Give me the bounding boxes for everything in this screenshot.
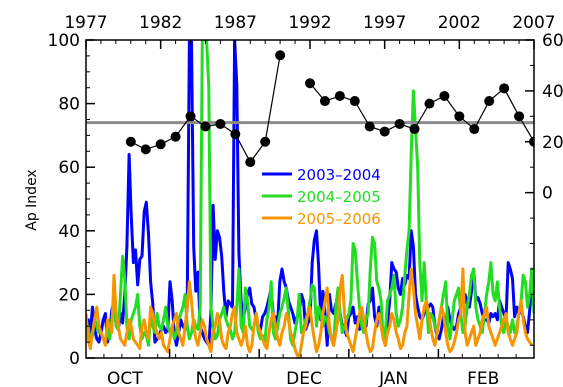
annual-overlay-point-1987 <box>230 129 241 140</box>
right-tick-label-0: 0 <box>542 184 553 204</box>
annual-overlay-line-1 <box>130 115 266 164</box>
month-label-nov: NOV <box>196 369 234 387</box>
series-line-2 <box>86 40 534 347</box>
top-tick-label-2002: 2002 <box>438 13 481 33</box>
top-tick-label-1992: 1992 <box>288 13 331 33</box>
right-tick-label-60: 60 <box>542 31 563 51</box>
annual-overlay-point-1990 <box>275 50 286 61</box>
annual-overlay-point-1983 <box>170 131 181 142</box>
y-tick-label-80: 80 <box>58 95 80 115</box>
annual-overlay-point-1988 <box>245 157 256 168</box>
right-tick-label-20: 20 <box>542 133 563 153</box>
month-label-oct: OCT <box>107 369 143 387</box>
annual-overlay-point-1980 <box>125 136 136 147</box>
annual-overlay-point-2001 <box>439 90 450 101</box>
series-line-3 <box>86 267 534 358</box>
annual-overlay-point-1999 <box>409 124 420 135</box>
annual-overlay-point-1996 <box>364 121 375 132</box>
annual-overlay-point-1992 <box>305 78 315 89</box>
annual-overlay-point-2004 <box>484 96 495 107</box>
y-tick-label-40: 40 <box>58 222 80 242</box>
annual-overlay-point-1994 <box>334 90 345 101</box>
month-label-dec: DEC <box>286 369 322 387</box>
month-label-feb: FEB <box>467 369 499 387</box>
annual-overlay-point-1984 <box>185 111 196 122</box>
top-tick-label-2007: 2007 <box>512 13 555 33</box>
annual-overlay-point-2003 <box>469 124 480 135</box>
annual-overlay-point-1997 <box>379 126 390 137</box>
y-tick-label-60: 60 <box>58 158 80 178</box>
legend-background <box>258 160 406 222</box>
right-tick-label-40: 40 <box>542 82 563 102</box>
month-label-jan: JAN <box>378 369 408 387</box>
annual-overlay-point-2000 <box>424 98 435 109</box>
y-tick-label-100: 100 <box>48 31 80 51</box>
annual-overlay-point-2002 <box>454 111 465 122</box>
annual-overlay-point-2005 <box>499 83 510 94</box>
y-tick-label-20: 20 <box>58 285 80 305</box>
legend-label-2: 2004–2005 <box>297 188 381 206</box>
annual-overlay-line-2 <box>264 55 281 142</box>
top-tick-label-1982: 1982 <box>139 13 182 33</box>
top-tick-label-1977: 1977 <box>64 13 107 33</box>
annual-overlay-point-1982 <box>155 139 166 150</box>
annual-overlay-point-1995 <box>349 96 360 107</box>
annual-overlay-point-1986 <box>215 118 226 129</box>
annual-overlay-point-2006 <box>514 111 525 122</box>
annual-overlay-point-1981 <box>140 144 151 155</box>
annual-overlay-point-1989 <box>260 136 271 147</box>
top-tick-label-1987: 1987 <box>214 13 257 33</box>
y-tick-label-0: 0 <box>69 349 80 369</box>
legend-label-1: 2003–2004 <box>297 166 381 184</box>
top-tick-label-1997: 1997 <box>363 13 406 33</box>
legend-label-3: 2005–2006 <box>297 210 381 228</box>
annual-overlay-point-1998 <box>394 118 405 129</box>
y-axis-label: Ap Index <box>24 169 40 230</box>
annual-overlay-point-1993 <box>319 96 330 107</box>
annual-overlay-point-1985 <box>200 121 211 132</box>
